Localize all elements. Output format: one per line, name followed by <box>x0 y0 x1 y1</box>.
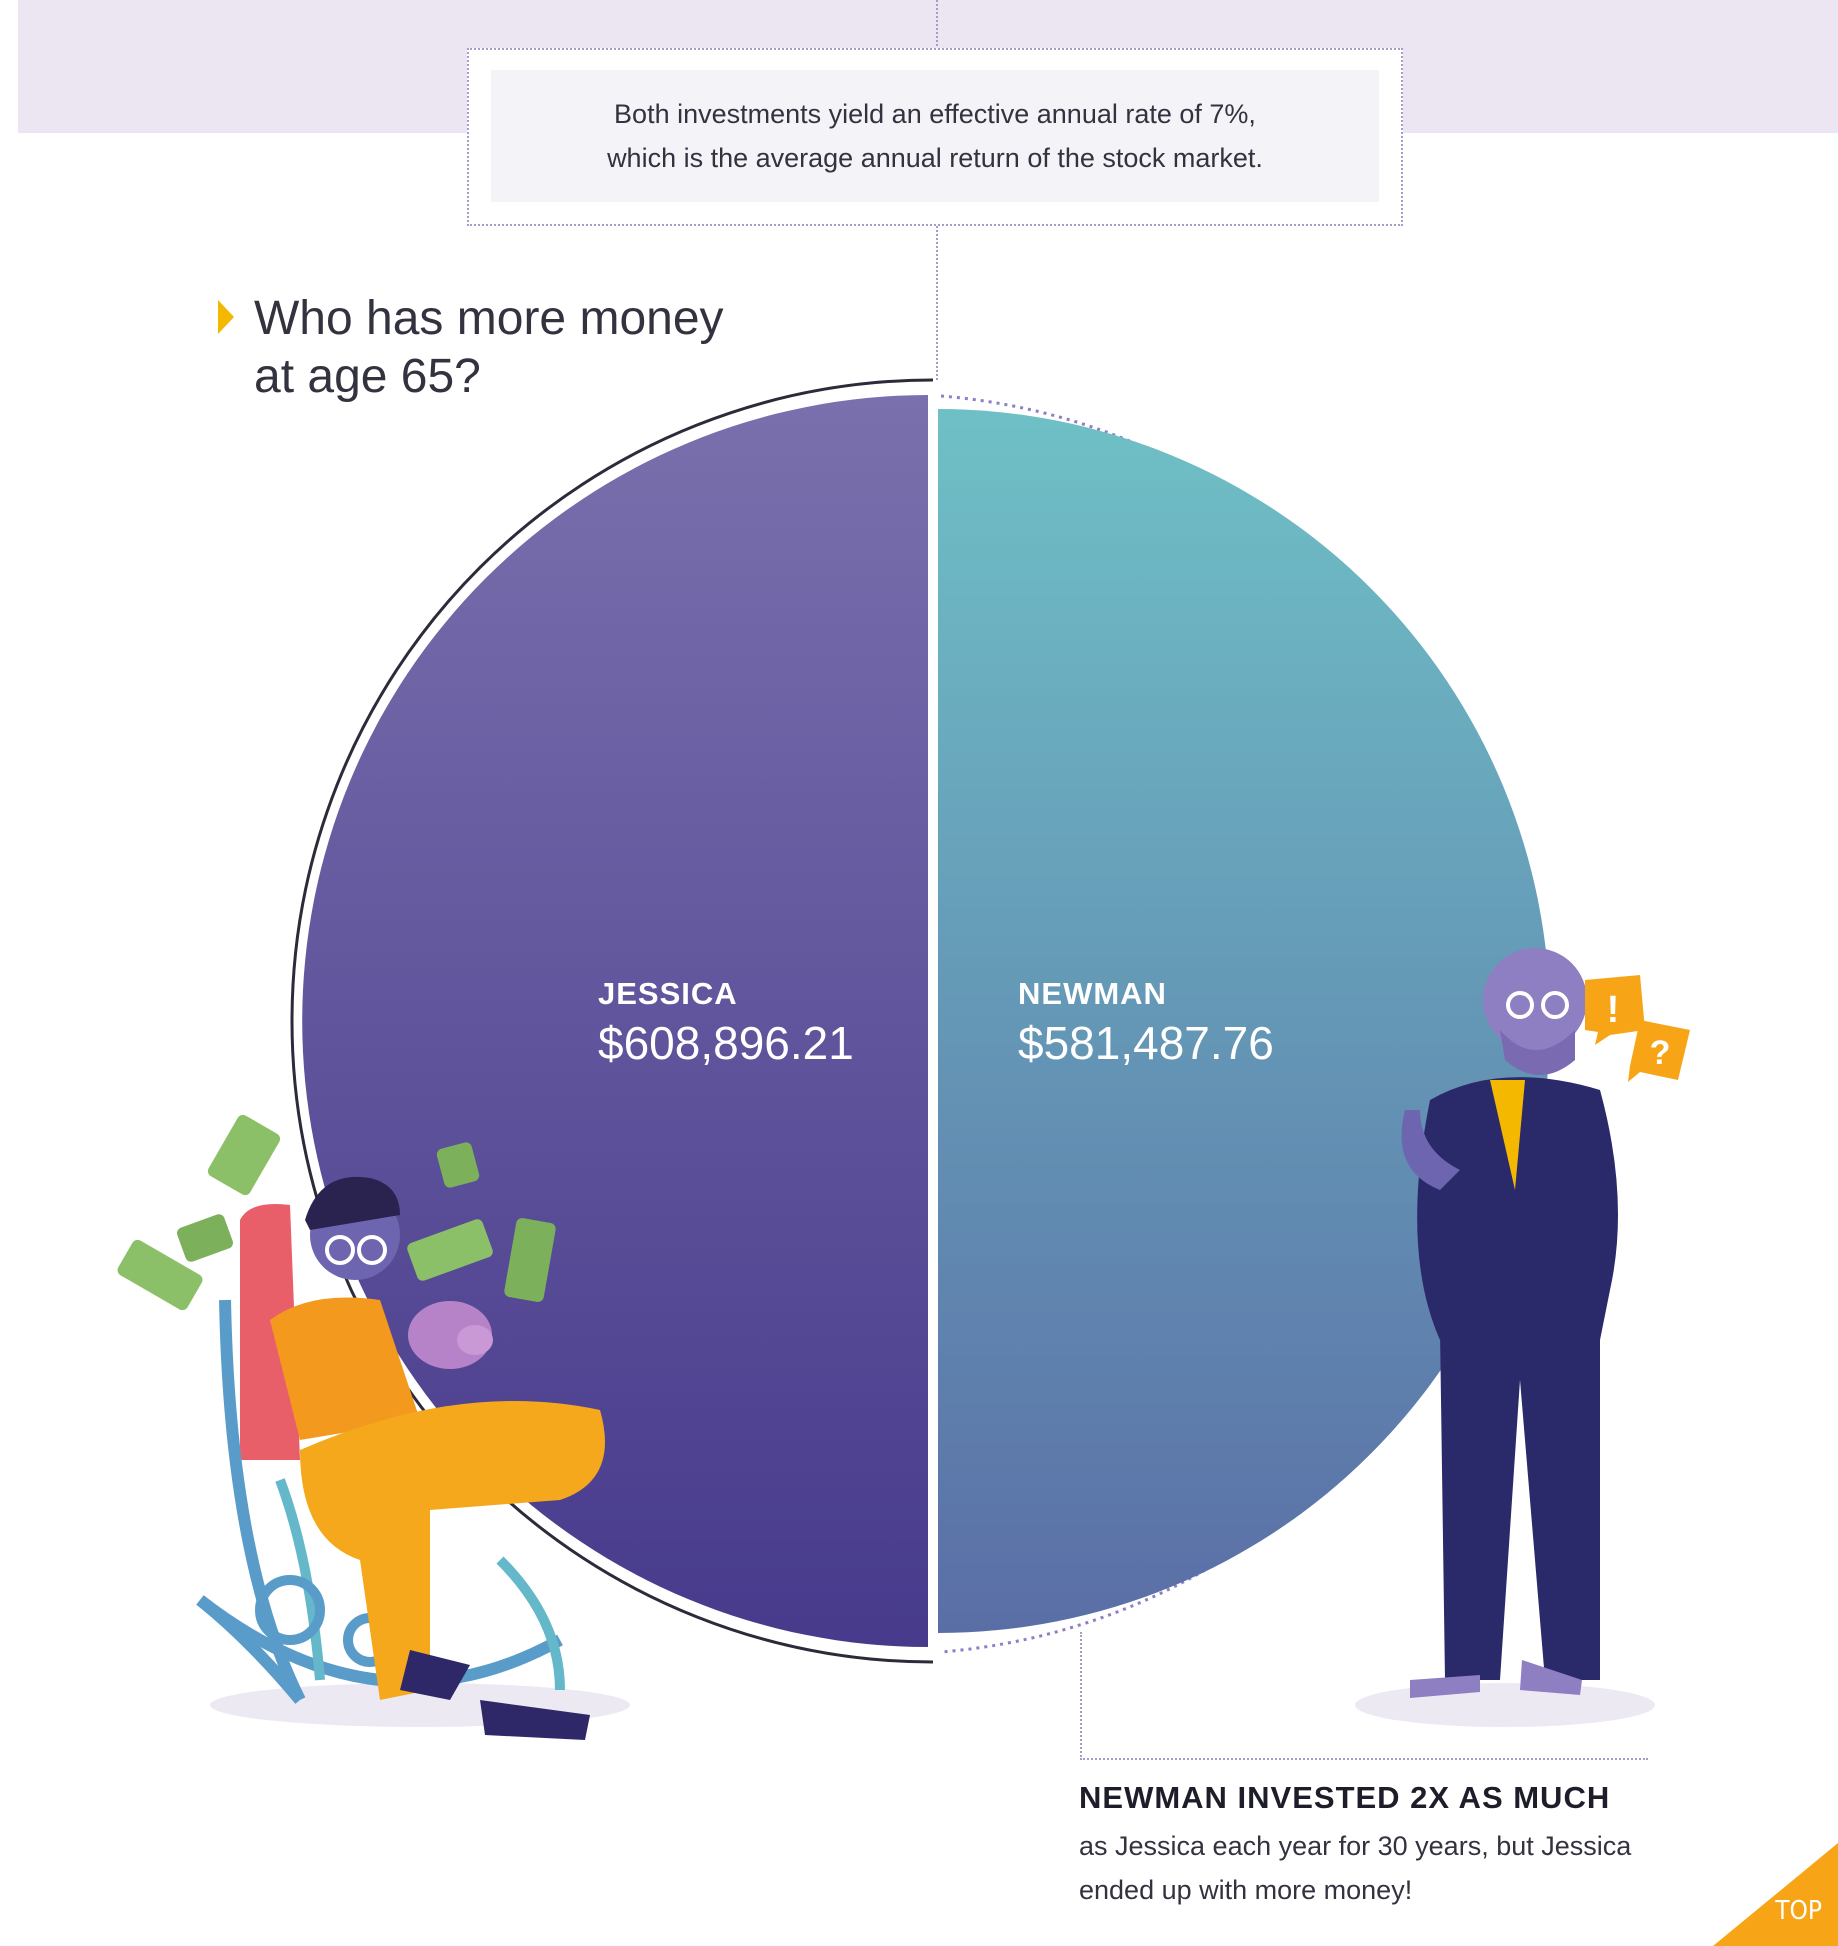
newman-label: NEWMAN $581,487.76 <box>1018 976 1274 1070</box>
rate-note-line-1: Both investments yield an effective annu… <box>614 99 1256 129</box>
pie-slice-newman <box>938 409 1550 1633</box>
jessica-name: JESSICA <box>598 976 738 1011</box>
top-button-label: TOP <box>1775 1896 1822 1926</box>
jessica-amount: $608,896.21 <box>598 1017 854 1069</box>
caption-connector <box>1080 1632 1648 1760</box>
caption-body-line-1: as Jessica each year for 30 years, but J… <box>1079 1831 1632 1861</box>
jessica-illustration <box>117 1114 630 1740</box>
triangle-bullet-icon <box>218 300 234 334</box>
jessica-label: JESSICA $608,896.21 <box>598 976 854 1070</box>
question-mark-icon: ? <box>1650 1034 1671 1072</box>
caption-body-line-2: ended up with more money! <box>1079 1875 1413 1905</box>
caption: NEWMAN INVESTED 2X AS MUCH as Jessica ea… <box>1079 1780 1679 1912</box>
rate-note: Both investments yield an effective annu… <box>467 48 1403 226</box>
caption-headline: NEWMAN INVESTED 2X AS MUCH <box>1079 1780 1611 1815</box>
top-triangle-icon <box>1713 1843 1838 1946</box>
connector-dots <box>936 0 938 50</box>
note-connector-dots <box>936 226 938 380</box>
newman-amount: $581,487.76 <box>1018 1017 1274 1069</box>
question-line-1: Who has more money <box>254 292 724 345</box>
question-line-2: at age 65? <box>254 350 481 403</box>
rate-note-line-2: which is the average annual return of th… <box>607 143 1263 173</box>
back-to-top-button[interactable]: TOP <box>1713 1843 1838 1946</box>
newman-illustration: ! ? <box>1355 948 1690 1727</box>
rate-note-box: Both investments yield an effective annu… <box>491 70 1379 202</box>
jessica-outline <box>290 378 934 1664</box>
question-heading: Who has more money at age 65? <box>218 290 814 406</box>
exclamation-icon: ! <box>1607 989 1620 1031</box>
newman-name: NEWMAN <box>1018 976 1167 1011</box>
